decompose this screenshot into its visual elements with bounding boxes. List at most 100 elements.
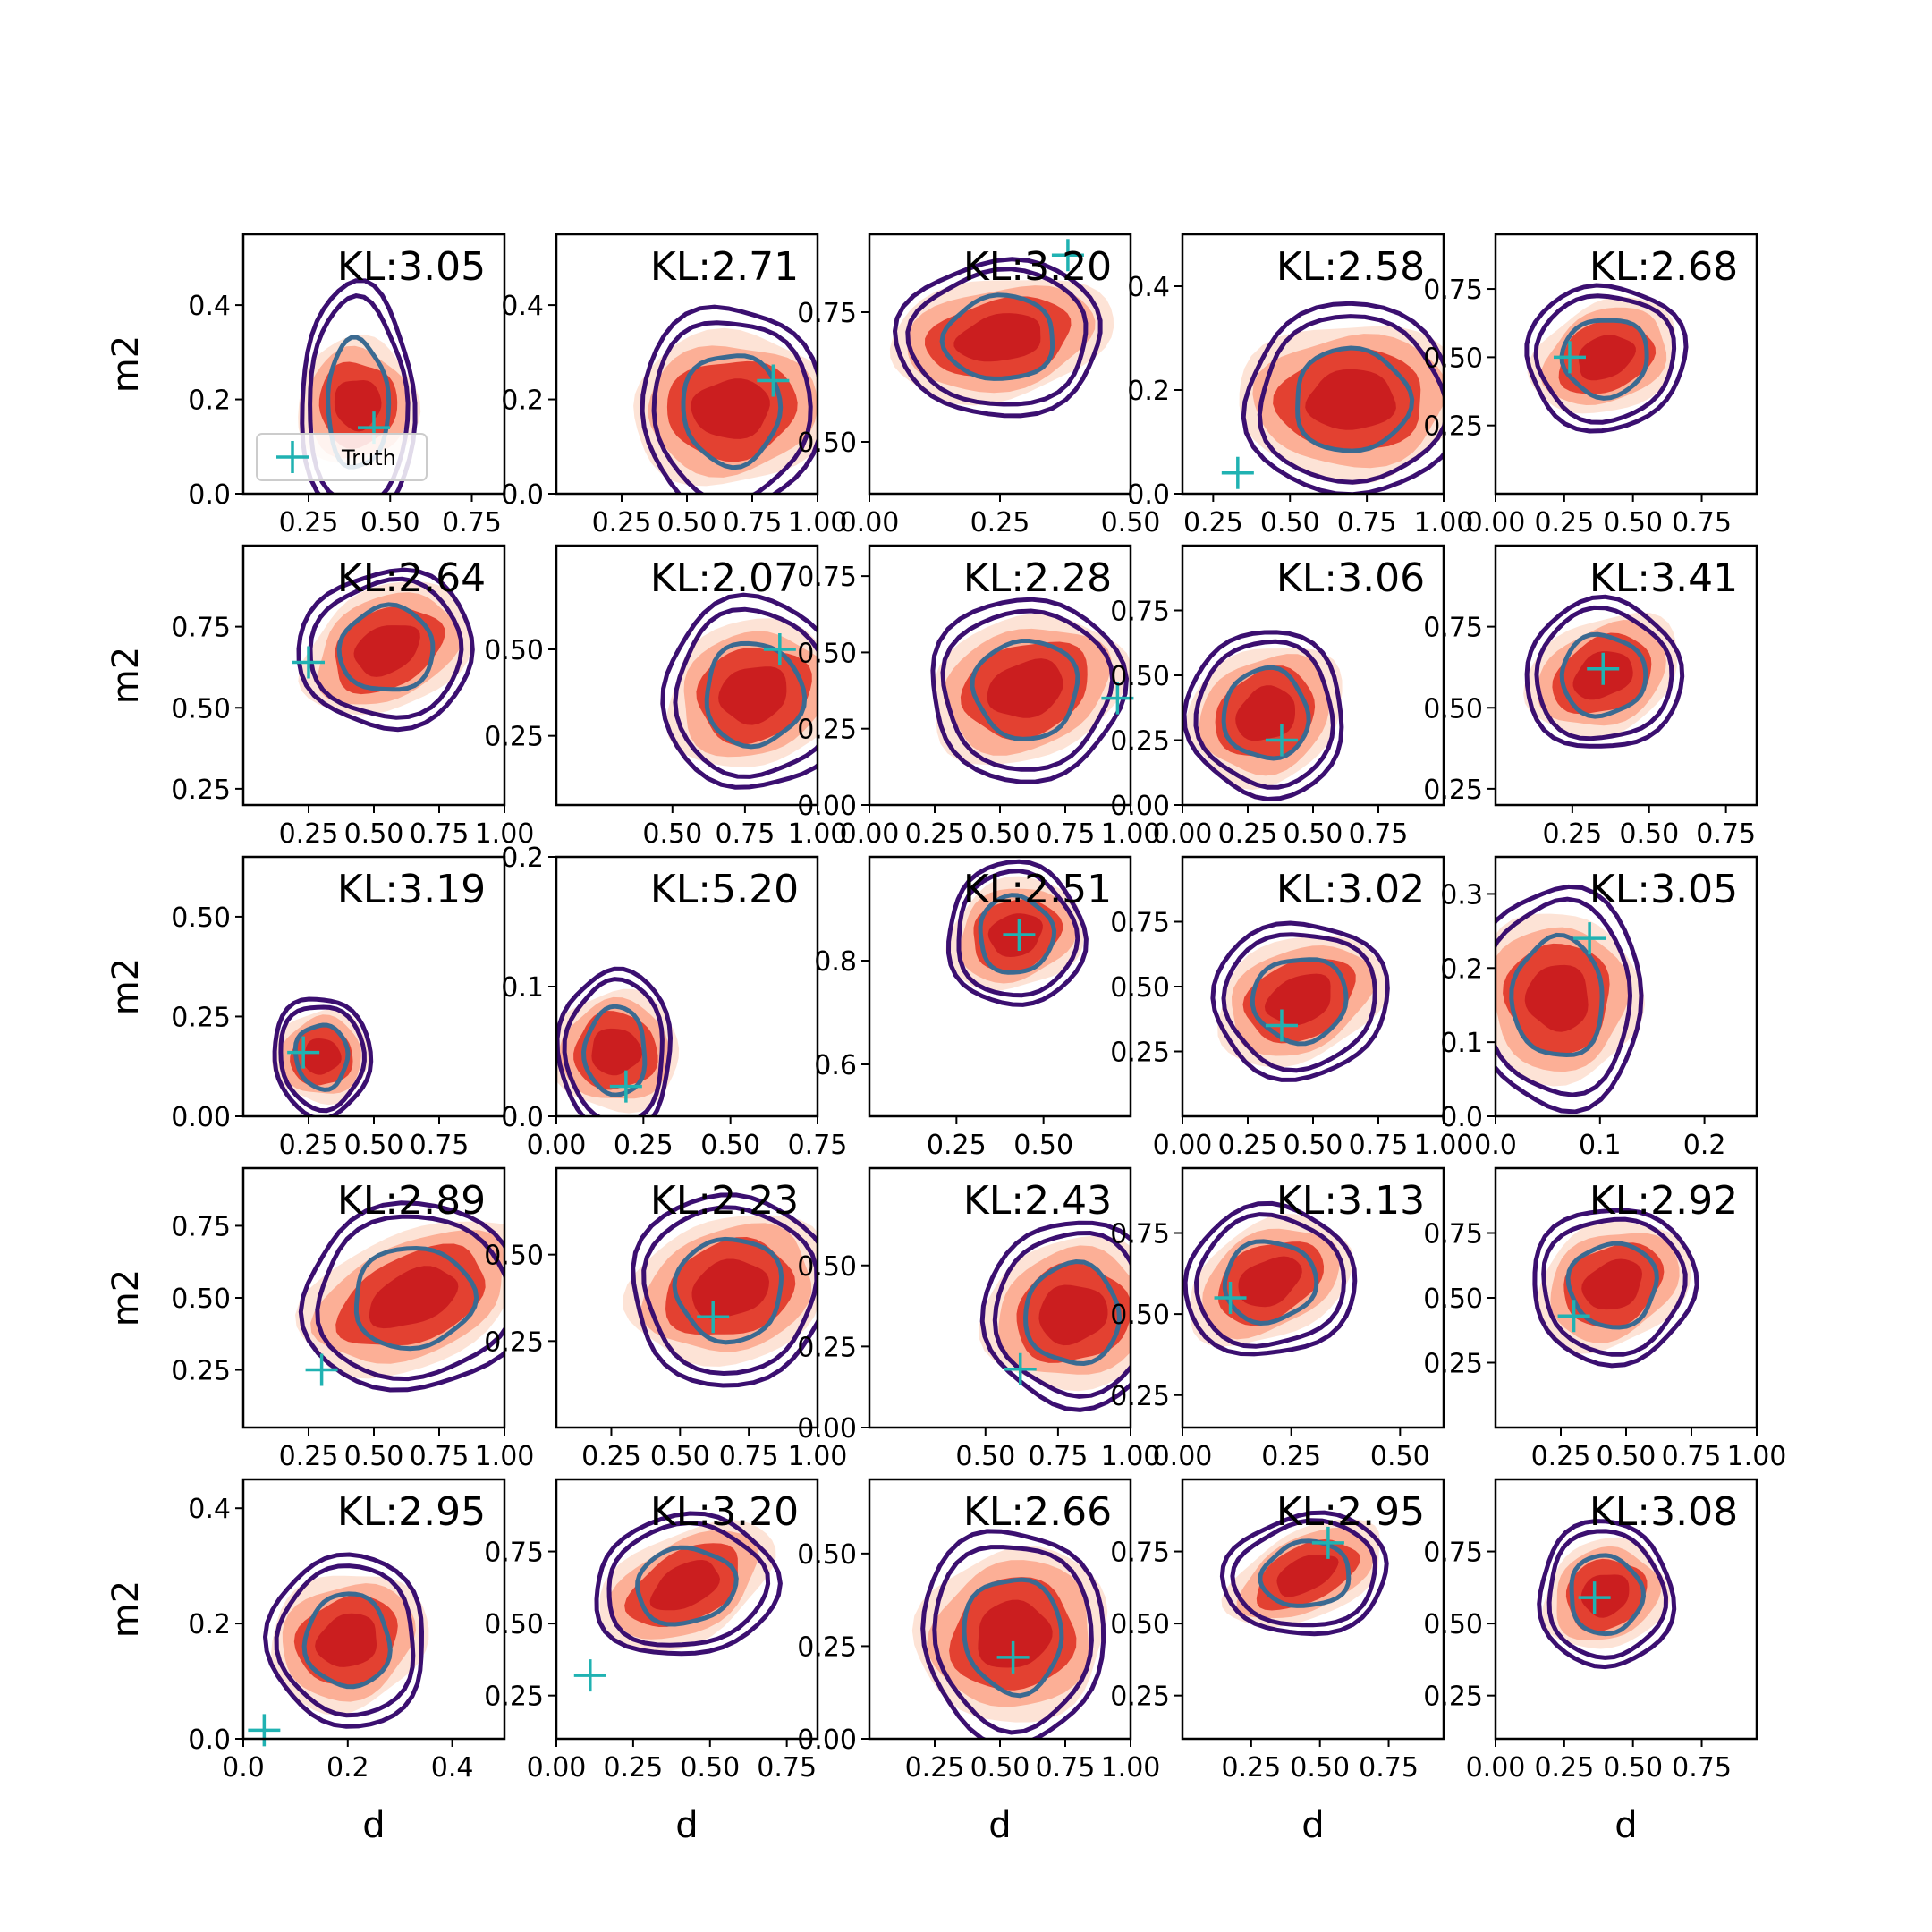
density-fill [369,1266,459,1329]
x-axis-label: d [1301,1805,1324,1846]
kl-label: KL:2.68 [1589,244,1738,290]
y-tick-label: 0.2 [501,843,544,874]
truth-marker [1311,1526,1344,1559]
contour-middle [315,1214,504,1382]
y-tick-label: 0.2 [501,386,544,417]
x-tick-label: 0.00 [527,1130,587,1161]
contour-inner [292,1022,351,1092]
y-tick-label: 0.2 [1440,953,1483,985]
x-tick-label: 1.00 [1414,1130,1474,1161]
contour-outer [1182,1200,1358,1357]
y-tick-label: 0.50 [1110,661,1170,692]
panel-9: KL:3.060.00 0.25 0.50 0.750.000.250.500.75 [1110,544,1445,850]
contour-outer [1524,283,1689,434]
x-tick-label: 0.25 [279,1130,339,1161]
x-tick-label: 0.25 [279,507,339,538]
plot-area [1537,1519,1677,1670]
y-tick-label: 0.75 [171,613,231,644]
kl-label: KL:2.64 [337,555,486,601]
truth-marker [1587,652,1620,685]
plot-area [633,304,818,494]
y-tick-label: 0.25 [484,1682,544,1713]
panel-19: KL:3.13 0.00 0.25 0.50 0.25 0.50 0.75 [1110,1166,1445,1472]
contour-outer [930,597,1130,784]
x-axis-label: d [675,1805,698,1846]
x-tick-label: 0.50 [657,507,717,538]
y-axis-label: m2 [106,958,147,1015]
x-tick-label: 1.00 [475,818,535,850]
x-tick-label: 0.75 [1036,1752,1096,1784]
contour-middle [932,1545,1094,1735]
x-tick-label: 0.50 [680,1752,740,1784]
truth-marker [248,1714,281,1747]
density-fill [591,1028,643,1076]
x-tick-label: 0.25 [581,1441,641,1472]
y-tick-label: 0.75 [171,1211,231,1242]
plot-area [1210,920,1390,1082]
kl-label: KL:3.20 [650,1489,799,1535]
kl-label: KL:3.06 [1276,555,1425,601]
y-tick-label: 0.75 [1423,275,1483,306]
x-tick-label: 0.50 [650,1441,710,1472]
panel-22: KL:3.20 0.00 0.25 0.50 0.75 0.25 0.50 0.75 d [484,1478,819,1846]
contour-inner [672,1236,784,1345]
contour-outer [262,1552,425,1729]
panel-24: KL:2.95 0.25 0.50 0.75 0.25 0.50 0.75 d [1110,1478,1445,1846]
contour-inner [962,1577,1064,1699]
x-tick-label: 0.25 [279,1441,339,1472]
panel-frame [555,1166,819,1429]
x-tick-label: 0.75 [1349,1130,1409,1161]
y-tick-label: 0.25 [1423,1349,1483,1380]
x-tick-label: 1.00 [1101,1441,1161,1472]
y-tick-label: 0.50 [1423,1609,1483,1640]
y-tick-label: 0.00 [171,1102,231,1133]
contour-outer [298,1200,504,1393]
y-tick-label: 0.50 [1110,1300,1170,1331]
y-tick-label: 0.0 [501,479,544,511]
x-tick-label: 0.25 [1218,818,1278,850]
plot-area [1523,594,1685,749]
panel-4: KL:2.58 0.25 0.50 0.75 1.00 0.0 0.2 0.4 [1127,233,1474,538]
x-tick-label: 0.50 [344,1441,404,1472]
panel-13: KL:2.51 0.25 0.50 0.6 0.8 [814,855,1132,1161]
contour-middle [1230,1518,1378,1628]
density-fill [1038,1284,1108,1346]
y-tick-label: 0.75 [1110,1219,1170,1250]
x-tick-label: 1.00 [1414,507,1474,538]
y-tick-label: 0.25 [797,1332,857,1363]
plot-area [1219,1510,1389,1637]
truth-marker [287,1036,320,1069]
x-tick-label: 0.50 [1597,1441,1657,1472]
y-tick-label: 0.2 [1127,376,1170,407]
kl-label: KL:3.13 [1276,1178,1425,1224]
kl-label: KL:2.58 [1276,244,1425,290]
y-tick-label: 0.1 [1440,1028,1483,1059]
density-fill [987,658,1063,718]
truth-marker [1003,919,1036,951]
plot-area [1182,630,1344,802]
x-tick-label: 0.75 [723,507,783,538]
x-tick-label: 0.25 [905,818,965,850]
plot-area [1532,1208,1699,1368]
legend-label: Truth [341,445,396,470]
density-fill [718,666,787,725]
kl-label: KL:3.20 [963,244,1112,290]
contour-middle [956,869,1080,998]
contour-middle [308,576,464,720]
y-tick-label: 0.50 [797,638,857,669]
truth-marker [1553,341,1586,374]
plot-area [1496,884,1646,1114]
y-axis-label: m2 [106,335,147,393]
y-tick-label: 0.25 [484,1326,544,1358]
x-tick-label: 0.25 [279,818,339,850]
contour-outer [1524,594,1685,749]
x-tick-label: 0.75 [788,1130,848,1161]
panel-2: KL:2.71 0.25 0.50 0.75 1.00 0.0 0.2 0.4 [501,233,847,538]
contour-outer [1532,1208,1699,1368]
contour-outer [556,966,674,1116]
x-tick-label: 0.50 [1603,1752,1663,1784]
x-tick-label: 0.75 [1349,818,1409,850]
y-tick-label: 0.25 [1110,1381,1170,1412]
